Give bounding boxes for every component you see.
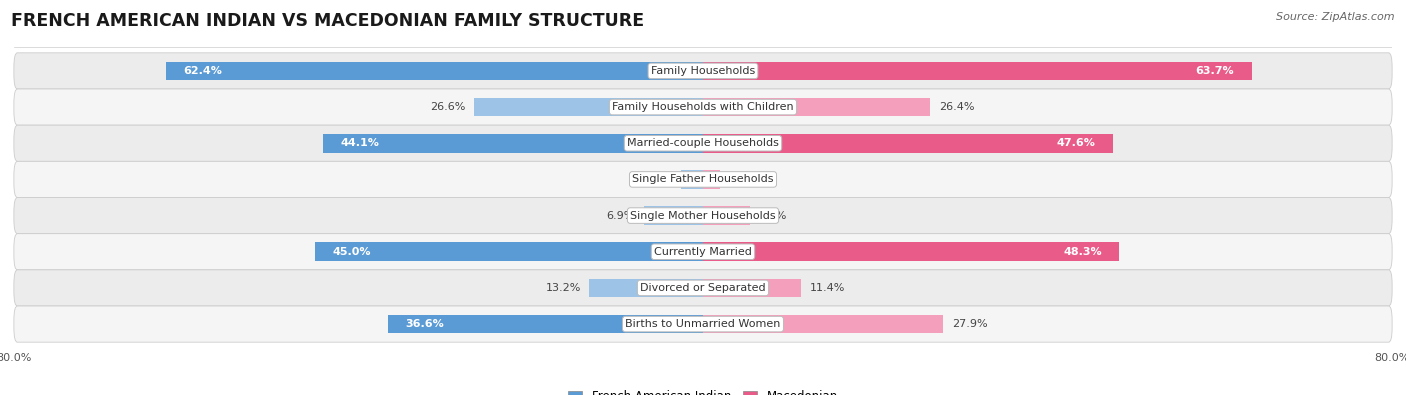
Legend: French American Indian, Macedonian: French American Indian, Macedonian [564, 385, 842, 395]
Text: 26.4%: 26.4% [939, 102, 974, 112]
Bar [589, 278, 703, 297]
Bar [703, 98, 931, 117]
Text: 13.2%: 13.2% [546, 283, 581, 293]
Text: Married-couple Households: Married-couple Households [627, 138, 779, 148]
Text: Family Households with Children: Family Households with Children [612, 102, 794, 112]
Bar [474, 98, 703, 117]
Bar [644, 206, 703, 225]
FancyBboxPatch shape [14, 161, 1392, 198]
Text: FRENCH AMERICAN INDIAN VS MACEDONIAN FAMILY STRUCTURE: FRENCH AMERICAN INDIAN VS MACEDONIAN FAM… [11, 12, 644, 30]
Bar [388, 315, 703, 333]
FancyBboxPatch shape [14, 270, 1392, 306]
Text: Source: ZipAtlas.com: Source: ZipAtlas.com [1277, 12, 1395, 22]
Bar [681, 170, 703, 189]
Bar [315, 243, 703, 261]
Text: 5.4%: 5.4% [758, 211, 786, 220]
Text: 63.7%: 63.7% [1195, 66, 1234, 76]
Text: 2.6%: 2.6% [644, 175, 672, 184]
Bar [703, 134, 1114, 152]
Bar [703, 170, 720, 189]
Text: 62.4%: 62.4% [183, 66, 222, 76]
Bar [703, 315, 943, 333]
Bar [703, 62, 1251, 80]
FancyBboxPatch shape [14, 234, 1392, 270]
Text: 27.9%: 27.9% [952, 319, 987, 329]
FancyBboxPatch shape [14, 306, 1392, 342]
Text: 2.0%: 2.0% [728, 175, 758, 184]
Bar [703, 278, 801, 297]
Text: 48.3%: 48.3% [1063, 247, 1102, 257]
Bar [703, 243, 1119, 261]
Text: 47.6%: 47.6% [1057, 138, 1095, 148]
Text: 44.1%: 44.1% [340, 138, 380, 148]
Text: Divorced or Separated: Divorced or Separated [640, 283, 766, 293]
Text: 6.9%: 6.9% [606, 211, 636, 220]
FancyBboxPatch shape [14, 89, 1392, 125]
Text: 36.6%: 36.6% [405, 319, 444, 329]
FancyBboxPatch shape [14, 125, 1392, 161]
Text: Currently Married: Currently Married [654, 247, 752, 257]
Text: 45.0%: 45.0% [333, 247, 371, 257]
Text: Single Mother Households: Single Mother Households [630, 211, 776, 220]
Text: 11.4%: 11.4% [810, 283, 845, 293]
Bar [166, 62, 703, 80]
Text: Births to Unmarried Women: Births to Unmarried Women [626, 319, 780, 329]
Text: Single Father Households: Single Father Households [633, 175, 773, 184]
Text: Family Households: Family Households [651, 66, 755, 76]
FancyBboxPatch shape [14, 53, 1392, 89]
Text: 26.6%: 26.6% [430, 102, 465, 112]
Bar [703, 206, 749, 225]
FancyBboxPatch shape [14, 198, 1392, 234]
Bar [323, 134, 703, 152]
